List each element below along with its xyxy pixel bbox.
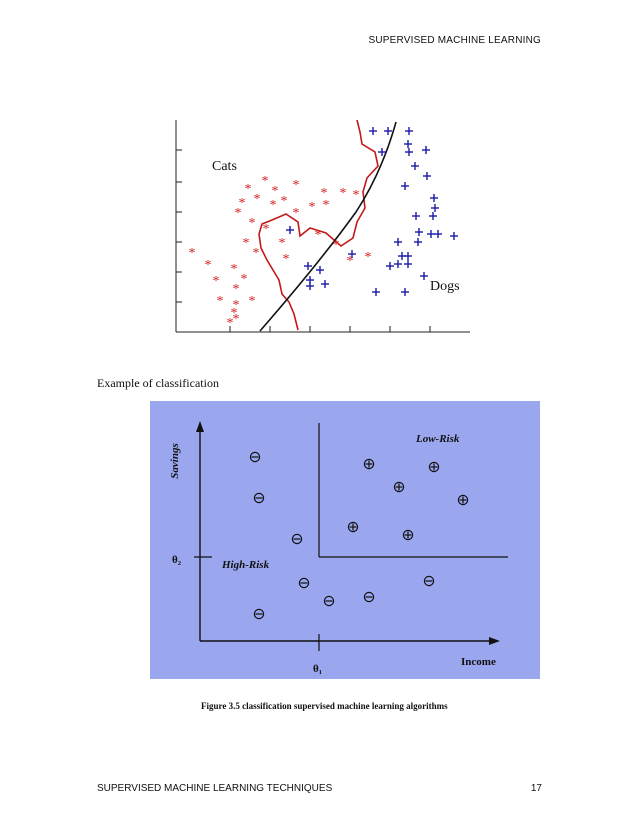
cat-asterisk: * <box>323 198 330 213</box>
low-risk-points <box>347 458 469 541</box>
cats-label: Cats <box>212 159 237 174</box>
cat-asterisk: * <box>253 246 260 261</box>
plus-point <box>347 521 359 533</box>
plus-point <box>402 529 414 541</box>
cats-dogs-figure: ** * ** * * ***** **** ************ *** ***** * Ca… <box>175 119 470 333</box>
cat-asterisk: * <box>347 254 354 269</box>
page-footer: SUPERVISED MACHINE LEARNING TECHNIQUES <box>97 783 333 794</box>
minus-point <box>423 575 435 587</box>
theta2-label: θ₂ <box>172 554 182 566</box>
cat-asterisk: * <box>281 194 288 209</box>
low-risk-label: Low-Risk <box>415 433 460 445</box>
cat-asterisk: * <box>262 174 269 189</box>
dogs-label: Dogs <box>430 279 460 294</box>
cat-points: ** * ** * * ***** **** ************ *** ***** * <box>189 174 372 331</box>
cat-asterisk: * <box>293 178 300 193</box>
high-risk-points <box>249 451 435 620</box>
cat-asterisk: * <box>241 272 248 287</box>
plus-point <box>393 481 405 493</box>
minus-point <box>253 608 265 620</box>
cat-asterisk: * <box>353 188 360 203</box>
cat-asterisk: * <box>340 186 347 201</box>
ylabel-savings: Savings <box>169 443 181 478</box>
cat-asterisk: * <box>189 246 196 261</box>
cat-asterisk: * <box>293 206 300 221</box>
cat-asterisk: * <box>309 200 316 215</box>
red-decision-boundary <box>258 119 379 331</box>
theta1-label: θ₁ <box>313 663 322 675</box>
cat-asterisk: * <box>231 262 238 277</box>
cat-asterisk: * <box>270 198 277 213</box>
dog-points <box>286 127 458 296</box>
cat-asterisk: * <box>233 282 240 297</box>
risk-classification-figure: Savings Income θ₂ θ₁ High-Risk Low-Risk <box>150 401 540 679</box>
minus-point <box>298 577 310 589</box>
cat-asterisk: * <box>279 236 286 251</box>
cat-asterisk: * <box>217 294 224 309</box>
cat-asterisk: * <box>263 222 270 237</box>
cat-asterisk: * <box>205 258 212 273</box>
cat-asterisk: * <box>243 236 250 251</box>
cat-asterisk: * <box>213 274 220 289</box>
plus-point <box>428 461 440 473</box>
cat-asterisk: * <box>283 252 290 267</box>
cat-asterisk: * <box>235 206 242 221</box>
cat-asterisk: * <box>233 312 240 327</box>
page-number: 17 <box>530 783 542 794</box>
cat-asterisk: * <box>272 184 279 199</box>
page-header: SUPERVISED MACHINE LEARNING <box>368 35 541 46</box>
figure2-background <box>150 401 540 679</box>
cat-asterisk: * <box>315 228 322 243</box>
xlabel-income: Income <box>461 656 496 668</box>
cat-asterisk: * <box>239 196 246 211</box>
cat-asterisk: * <box>249 294 256 309</box>
cat-asterisk: * <box>227 316 234 331</box>
minus-point <box>291 533 303 545</box>
minus-point <box>363 591 375 603</box>
minus-point <box>253 492 265 504</box>
x-arrow-icon <box>489 637 500 645</box>
cat-asterisk: * <box>249 216 256 231</box>
high-risk-label: High-Risk <box>221 559 270 571</box>
minus-point <box>249 451 261 463</box>
cat-asterisk: * <box>321 186 328 201</box>
minus-point <box>323 595 335 607</box>
cat-asterisk: * <box>333 238 340 253</box>
cat-asterisk: * <box>254 192 261 207</box>
fig1-ticks <box>176 149 431 332</box>
plus-point <box>363 458 375 470</box>
cat-asterisk: * <box>245 182 252 197</box>
cat-asterisk: * <box>231 306 238 321</box>
cat-asterisk: * <box>365 250 372 265</box>
plus-point <box>457 494 469 506</box>
cat-asterisk: * <box>233 298 240 313</box>
black-decision-boundary <box>259 121 397 332</box>
figure2-caption: Figure 3.5 classification supervised mac… <box>201 701 448 711</box>
figure1-caption: Example of classification <box>97 376 219 390</box>
y-arrow-icon <box>196 421 204 432</box>
